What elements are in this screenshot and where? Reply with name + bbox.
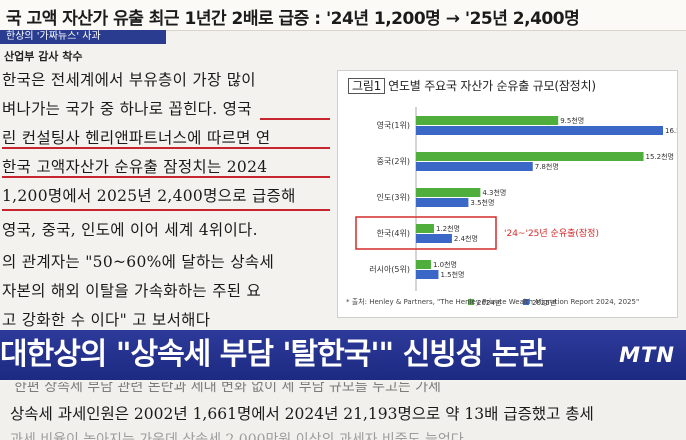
chart-panel: 그림1 연도별 주요국 자산가 순유출 규모(잠정치) 영국(1위) 9.5천명 16…: [337, 70, 678, 318]
legend-label: 2025년: [532, 298, 556, 307]
bottom-line: 한편 상속세 부담 관련 논란과 세대 변화 없이 세 부담 규모를 두고는 가…: [14, 382, 441, 395]
bar-2024: [416, 224, 434, 233]
bar-2024: [416, 260, 431, 269]
bottom-document-text: 한편 상속세 부담 관련 논란과 세대 변화 없이 세 부담 규모를 두고는 가…: [0, 382, 686, 440]
value-label: 15.2천명: [646, 152, 674, 161]
body-line: 자본의 해외 이탈을 가속화하는 주된 요: [2, 282, 262, 300]
bottom-line: 상속세 과세인원은 2002년 1,661명에서 2024년 21,193명으로…: [10, 405, 594, 423]
chart-title: 그림1 연도별 주요국 자산가 순유출 규모(잠정치): [348, 77, 596, 94]
highlight-underline: [2, 147, 330, 149]
bar-2025: [416, 162, 533, 171]
headline: 대한상의 "상속세 부담 '탈한국'" 신빙성 논란: [0, 337, 546, 372]
body-line: 의 관계자는 "50~60%에 달하는 상속세: [2, 253, 275, 271]
category-label: 중국(2위): [377, 157, 410, 166]
headline-bar: [0, 330, 686, 380]
body-line: 영국, 중국, 인도에 이어 세계 4위이다.: [2, 221, 258, 239]
category-label: 한국(4위): [377, 229, 410, 238]
value-label: 1.0천명: [433, 260, 457, 269]
legend-swatch: [468, 299, 474, 305]
value-label: 1.2천명: [436, 224, 460, 233]
document-header: 국 고액 자산가 유출 최근 1년간 2배로 급증 : '24년 1,200명 …: [0, 0, 686, 31]
korea-highlight-box: [355, 216, 497, 250]
bottom-line: 과세 비율이 높아지는 가운데 상속세 2,000만원 이상의 과세자 비중도 …: [10, 432, 464, 440]
category-label: 인도(3위): [377, 192, 410, 202]
category-label: 러시아(5위): [369, 264, 410, 274]
korea-annotation: '24~'25년 순유출(잠정): [504, 228, 599, 239]
chart-source: * 출처: Henley & Partners, "The Henley Pri…: [346, 298, 640, 306]
value-label: 16.5천명: [665, 126, 677, 135]
caption-subtag: 산업부 감사 착수: [4, 50, 83, 63]
bar-2024: [416, 116, 559, 125]
mtn-logo: MTN: [619, 343, 675, 367]
category-label: 영국(1위): [377, 120, 410, 130]
value-label: 7.8천명: [535, 162, 559, 171]
bar-2025: [416, 270, 439, 279]
highlight-underline: [260, 118, 330, 120]
chart-title-text: 연도별 주요국 자산가 순유출 규모(잠정치): [388, 79, 596, 93]
body-line: 린 컨설팅사 헨리앤파트너스에 따르면 연: [2, 129, 271, 147]
body-line: 벼나가는 국가 중 하나로 꼽힌다. 영국: [2, 100, 252, 118]
legend-label: 2024년: [477, 298, 501, 307]
value-label: 9.5천명: [560, 116, 584, 125]
bar-2025: [416, 234, 452, 243]
value-label: 3.5천명: [470, 198, 494, 207]
bar-2025: [416, 126, 663, 135]
chart-title-tag: 그림1: [348, 78, 386, 94]
body-line: 1,200명에서 2025년 2,400명으로 급증해: [2, 187, 296, 205]
document-title: 국 고액 자산가 유출 최근 1년간 2배로 급증 : '24년 1,200명 …: [6, 9, 580, 29]
bar-chart: 영국(1위) 9.5천명 16.5천명중국(2위) 15.2천명 7.8천명인도(3위)…: [355, 107, 677, 307]
bar-2024: [416, 152, 644, 161]
value-label: 4.3천명: [482, 188, 506, 197]
body-line: 고 강화한 수 이다" 고 보서해다: [2, 311, 211, 329]
highlight-underline: [2, 176, 330, 178]
legend-swatch: [523, 299, 529, 305]
body-line: 한국 고액자산가 순유출 잠정치는 2024: [2, 158, 268, 176]
highlight-underline: [2, 209, 330, 211]
body-line: 한국은 전세계에서 부유층이 가장 많이: [2, 71, 256, 89]
bar-2025: [416, 198, 469, 207]
document-body: 한국은 전세계에서 부유층이 가장 많이 벼나가는 국가 중 하나로 꼽힌다. …: [0, 66, 330, 336]
caption-tag: 한상의 '가짜뉴스' 사과: [0, 30, 166, 44]
value-label: 1.5천명: [440, 270, 464, 279]
bar-2024: [416, 188, 481, 197]
value-label: 2.4천명: [454, 234, 478, 243]
